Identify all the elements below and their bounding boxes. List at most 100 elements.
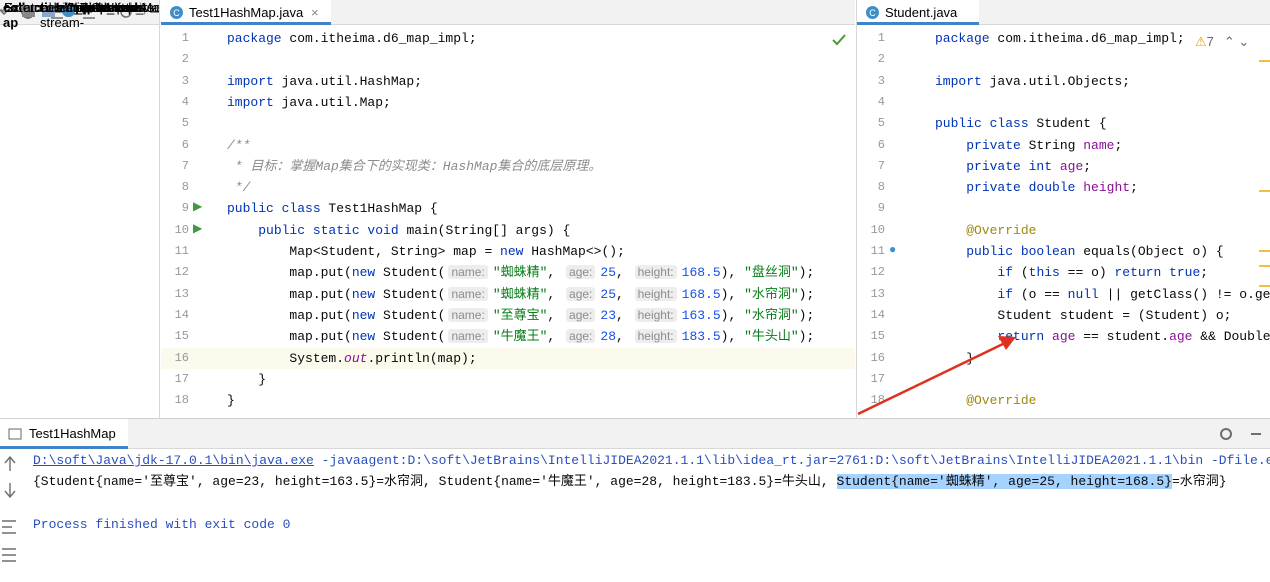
code-line: }	[227, 390, 235, 411]
code-token: map.put(	[227, 329, 352, 345]
tree-arrow: ›	[18, 0, 23, 15]
code-token: height	[1083, 180, 1131, 196]
code-token: private int	[966, 158, 1053, 174]
code-token: map.put(	[227, 286, 352, 302]
inlay-hint: name:	[448, 265, 488, 280]
code-token	[935, 180, 966, 195]
code-token	[1044, 329, 1052, 344]
gutter-icon: ▶	[193, 220, 203, 235]
line-number: 4	[181, 94, 189, 109]
tree-label: d2_collections	[60, 0, 143, 15]
code-token: Student(	[375, 329, 446, 345]
code-token: 168.5	[681, 265, 721, 281]
code-token: new	[351, 307, 376, 323]
code-token: Student(	[375, 265, 446, 281]
inlay-hint: height:	[634, 329, 677, 344]
code-token: equals(Object o) {	[1075, 244, 1224, 259]
line-number: 8	[181, 180, 189, 195]
tree-arrow: ›	[18, 0, 23, 15]
line-number: 10	[870, 222, 885, 237]
code-token: .println(map);	[367, 350, 477, 366]
code-line: @Override	[935, 390, 1036, 411]
code-token: package	[935, 31, 990, 46]
code-line: import java.util.HashMap;	[227, 71, 422, 92]
code-token: (	[1013, 265, 1029, 281]
line-number: 9	[877, 201, 885, 216]
line-number: 16	[870, 350, 885, 365]
code-token: == student.	[1075, 329, 1170, 345]
inlay-hint: name:	[448, 286, 488, 301]
code-line: package com.itheima.d6_map_impl;	[935, 28, 1185, 49]
code-token: == o)	[1059, 265, 1115, 281]
tree-label: collection-map-stream-ap	[3, 0, 147, 30]
tree-label: d5_map_traverse	[60, 0, 160, 15]
code-token: this	[1028, 265, 1060, 281]
editor-left: C Test1HashMap.java × 1 package com.ithei…	[161, 0, 855, 418]
code-token	[1052, 159, 1060, 174]
check-icon	[832, 34, 846, 46]
project-panel: collection-appD:\code\javcollection-map-…	[0, 0, 160, 418]
run-sidebar-icons	[2, 455, 16, 562]
code-token: age	[1169, 329, 1193, 345]
scroll-marker	[1259, 190, 1270, 192]
code-token: Student(	[375, 307, 446, 323]
tab[interactable]: C Student.java	[857, 0, 979, 25]
code-token: /**	[227, 137, 251, 153]
tab-close[interactable]: ×	[311, 5, 319, 20]
tab[interactable]: C Test1HashMap.java ×	[161, 0, 331, 25]
code-token	[935, 138, 966, 153]
code-token: return true	[1114, 265, 1201, 281]
code-token: ,	[547, 329, 564, 345]
code-token: ),	[720, 307, 745, 323]
code-line: public class Student {	[935, 113, 1107, 134]
code-token: "至尊宝"	[492, 307, 548, 323]
line-number: 6	[877, 137, 885, 152]
tree-label: com.itheima	[40, 0, 111, 15]
line-number: 2	[877, 52, 885, 67]
inlay-hint: age:	[566, 307, 596, 322]
line-number: 7	[877, 158, 885, 173]
code-token: import	[227, 73, 274, 89]
gutter-icon: ●	[889, 242, 897, 256]
inlay-hint: age:	[566, 265, 596, 280]
line-number: 15	[174, 329, 189, 344]
code-token: ),	[720, 265, 745, 281]
code-token: 163.5	[681, 307, 721, 323]
code-token: private double	[966, 180, 1076, 196]
code-token: com.itheima.d6_map_impl;	[989, 31, 1185, 46]
line-number: 14	[870, 307, 885, 322]
run-tab[interactable]: Test1HashMap	[0, 419, 128, 449]
line-number: 17	[870, 371, 885, 386]
code-token: System.	[227, 350, 345, 366]
tree-label: External Libraries	[4, 0, 106, 15]
code-token: ,	[616, 286, 632, 302]
tree-label: Student	[80, 0, 125, 15]
code-line: if (o == null || getClass() != o.ge	[935, 284, 1270, 305]
code-token: ;	[1114, 137, 1123, 153]
scroll-marker	[1259, 285, 1270, 287]
code-line: private double height;	[935, 177, 1138, 198]
code-token: HashMap<>();	[523, 244, 625, 259]
code-token: if	[997, 286, 1014, 302]
run-tab-title: Test1HashMap	[29, 426, 116, 441]
code-line: /**	[227, 135, 250, 156]
code-token: D:\soft\Java\jdk-17.0.1\bin\java.exe	[33, 453, 314, 468]
code-token: 183.5	[681, 329, 721, 345]
code-token: java.util.HashMap;	[273, 73, 423, 89]
code-line: map.put(new Student(name: "蜘蛛精", age: 25, …	[227, 262, 814, 283]
code-token: * 目标：掌握Map集合下的实现类：HashMap集合的底层原理。	[227, 158, 602, 174]
line-number: 1	[181, 31, 189, 45]
nav-arrows: ⌃ ⌄	[1223, 34, 1250, 49]
code-token: com.itheima.d6_map_impl;	[281, 31, 477, 46]
code-token: public boolean	[966, 244, 1076, 259]
code-token: );	[798, 329, 815, 345]
code-token: package	[227, 31, 282, 46]
code-token: ;	[1130, 180, 1138, 196]
warning-indicator[interactable]: ⚠7 ⌃ ⌄	[1195, 33, 1249, 51]
line-number: 5	[877, 116, 885, 131]
inlay-hint: height:	[634, 286, 677, 301]
code-token: ),	[720, 286, 745, 302]
class-icon: C	[866, 6, 879, 19]
code-token: public static void	[258, 222, 399, 238]
tree-icon	[22, 5, 35, 17]
